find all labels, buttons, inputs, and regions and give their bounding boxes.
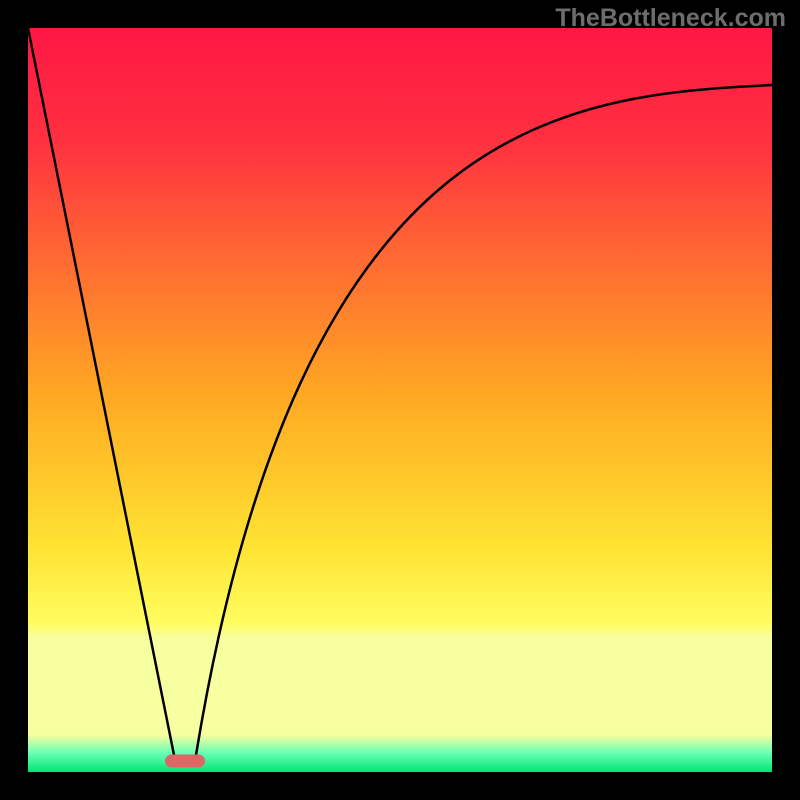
border-left (0, 0, 28, 800)
border-right (772, 0, 800, 800)
gradient-background (28, 28, 772, 772)
border-bottom (0, 772, 800, 800)
watermark-text: TheBottleneck.com (555, 4, 786, 33)
optimal-marker (165, 755, 205, 768)
chart-frame: TheBottleneck.com (0, 0, 800, 800)
chart-plot (0, 0, 800, 800)
